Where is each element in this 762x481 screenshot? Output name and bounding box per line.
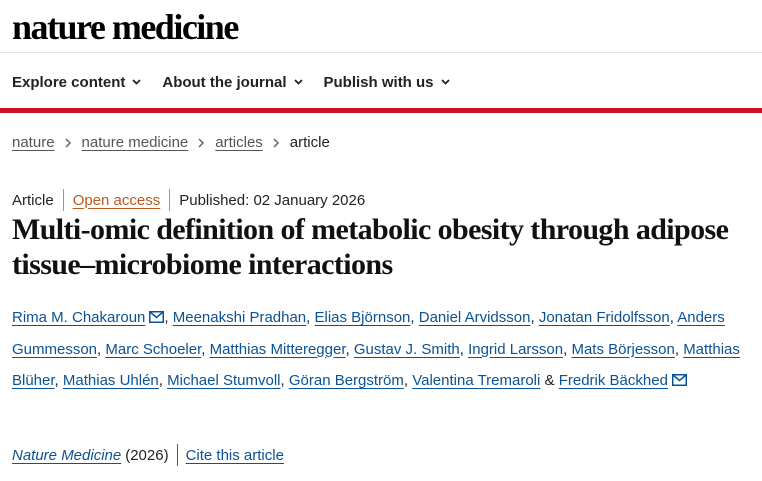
author-link[interactable]: Elias Björnson [314,309,411,326]
author-link[interactable]: Valentina Tremaroli [412,372,541,389]
author-conjunction: & [540,372,559,389]
meta-divider [169,189,171,211]
author-link[interactable]: Ingrid Larsson [468,340,564,358]
author-list: Rima M. Chakaroun, Meenakshi Pradhan, El… [12,302,757,397]
journal-logo[interactable]: nature medicine [12,7,239,47]
site-header: nature medicine [0,0,762,52]
journal-link[interactable]: Nature Medicine [12,446,122,464]
author-separator: , [674,340,684,358]
nav-item-label: Publish with us [323,73,434,91]
author-separator: , [306,309,315,326]
chevron-down-icon [440,79,450,85]
author-link[interactable]: Anders Gummesson [12,309,725,358]
meta-divider [62,189,64,211]
author-link[interactable]: Marc Schoeler [105,340,202,358]
chevron-down-icon [132,79,141,85]
author-link[interactable]: Jonatan Fridolfsson [538,309,670,326]
author-link[interactable]: Mats Börjesson [571,340,675,358]
breadcrumb-nature-medicine[interactable]: nature medicine [81,134,189,151]
author-link[interactable]: Rima M. Chakaroun [12,309,146,326]
author-link[interactable]: Matthias Blüher [12,340,740,390]
author-link[interactable]: Meenakshi Pradhan [172,309,307,326]
mail-icon[interactable] [671,366,687,386]
cite-article-link[interactable]: Cite this article [185,446,284,464]
citation-divider [176,444,178,466]
author-separator: , [345,340,354,358]
author-separator: , [280,372,289,389]
author-separator: , [54,372,63,389]
article-meta: Article Open access Published: 02 Januar… [12,189,365,211]
nav-item-label: Explore content [12,73,126,91]
published-date: Published: 02 January 2026 [179,191,366,209]
breadcrumb-nature[interactable]: nature [12,134,55,151]
chevron-down-icon [293,79,303,85]
breadcrumb: nature nature medicine articles article [12,134,330,151]
chevron-right-icon [198,137,205,148]
citation-row: Nature Medicine (2026) Cite this article [12,444,284,466]
nav-explore-content[interactable]: Explore content [12,74,141,91]
chevron-right-icon [65,137,71,148]
author-separator: , [164,309,173,326]
author-separator: , [669,309,678,326]
chevron-right-icon [273,137,279,148]
author-link[interactable]: Matthias Mitteregger [209,340,346,358]
main-nav: Explore content About the journal Publis… [12,70,471,94]
header-divider [0,52,762,53]
author-separator: , [530,309,539,326]
author-separator: , [410,309,419,326]
author-link[interactable]: Fredrik Bäckhed [558,372,668,389]
article-type: Article [12,191,54,209]
breadcrumb-articles[interactable]: articles [215,134,263,151]
author-link[interactable]: Michael Stumvoll [167,372,281,389]
author-separator: , [563,340,572,358]
brand-bar [0,108,762,113]
article-title: Multi-omic definition of metabolic obesi… [12,213,729,281]
nav-item-label: About the journal [162,73,287,91]
mail-icon[interactable] [149,303,165,323]
publication-year: (2026) [125,446,169,464]
author-separator: , [459,340,469,358]
author-separator: , [201,340,210,358]
author-link[interactable]: Mathias Uhlén [62,372,159,389]
author-link[interactable]: Göran Bergström [288,372,404,389]
nav-about-journal[interactable]: About the journal [162,73,303,91]
author-link[interactable]: Gustav J. Smith [353,340,460,358]
breadcrumb-current: article [289,134,330,151]
author-link[interactable]: Daniel Arvidsson [418,309,531,326]
nav-publish-with-us[interactable]: Publish with us [324,74,450,91]
author-separator: , [97,340,106,358]
author-separator: , [158,372,168,389]
author-separator: , [403,372,413,389]
open-access-link[interactable]: Open access [72,191,161,209]
